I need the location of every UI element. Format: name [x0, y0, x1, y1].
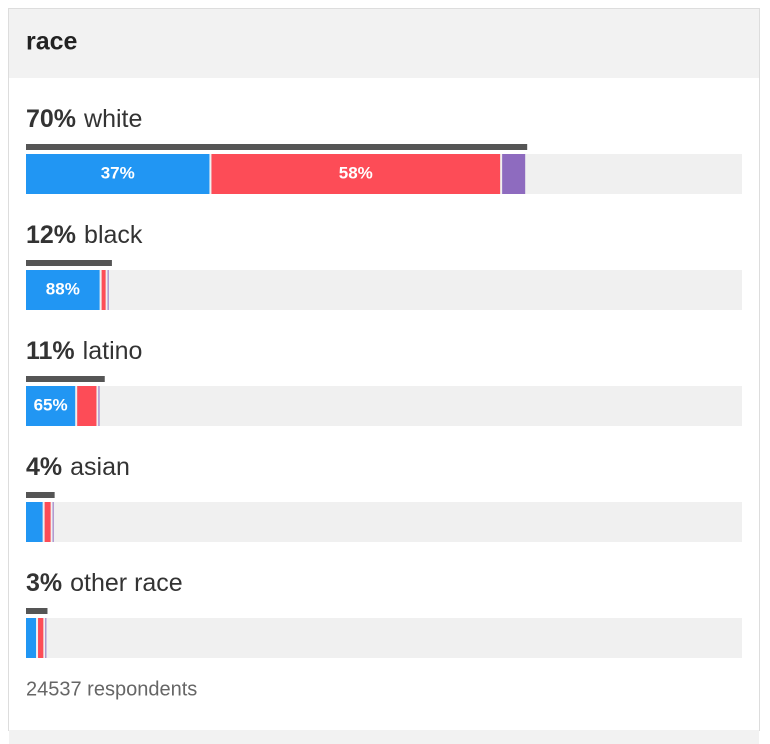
segment [77, 386, 97, 426]
segment [26, 154, 210, 194]
segment [45, 618, 47, 658]
header [9, 9, 759, 78]
track [26, 618, 742, 658]
share-label: 12% [26, 221, 76, 249]
category-label: latino [83, 337, 143, 365]
segment [107, 270, 109, 310]
group-label: 70% white [26, 105, 142, 133]
footnote: 24537 respondents [26, 678, 197, 700]
segment [101, 270, 106, 310]
value-label: 65% [34, 395, 68, 414]
share-label: 3% [26, 569, 62, 597]
segment [44, 502, 51, 542]
segment [26, 386, 76, 426]
category-label: white [83, 105, 142, 133]
segment [52, 502, 54, 542]
bottom-strip [9, 730, 759, 744]
share-bar [26, 144, 528, 150]
panel [8, 8, 760, 731]
category-label: black [84, 221, 143, 249]
value-label: 37% [101, 163, 135, 182]
share-bar [26, 492, 55, 498]
segment [211, 154, 501, 194]
category-label: asian [70, 453, 130, 481]
track [26, 270, 742, 310]
share-label: 11% [26, 337, 75, 365]
category-label: other race [70, 569, 183, 597]
group-label: 3% other race [26, 569, 183, 597]
segment [26, 270, 100, 310]
segment [98, 386, 100, 426]
segment [502, 154, 526, 194]
share-bar [26, 376, 105, 382]
share-bar [26, 608, 48, 614]
group-label: 11% latino [26, 337, 142, 365]
track [26, 386, 742, 426]
segment [38, 618, 44, 658]
segment [26, 502, 43, 542]
share-label: 4% [26, 453, 62, 481]
share-bar [26, 260, 112, 266]
value-label: 58% [339, 163, 373, 182]
group-label: 4% asian [26, 453, 130, 481]
segment [26, 618, 37, 658]
group-label: 12% black [26, 221, 143, 249]
chart-title: race [26, 28, 78, 56]
share-label: 70% [26, 105, 76, 133]
value-label: 88% [46, 279, 80, 298]
track [26, 502, 742, 542]
